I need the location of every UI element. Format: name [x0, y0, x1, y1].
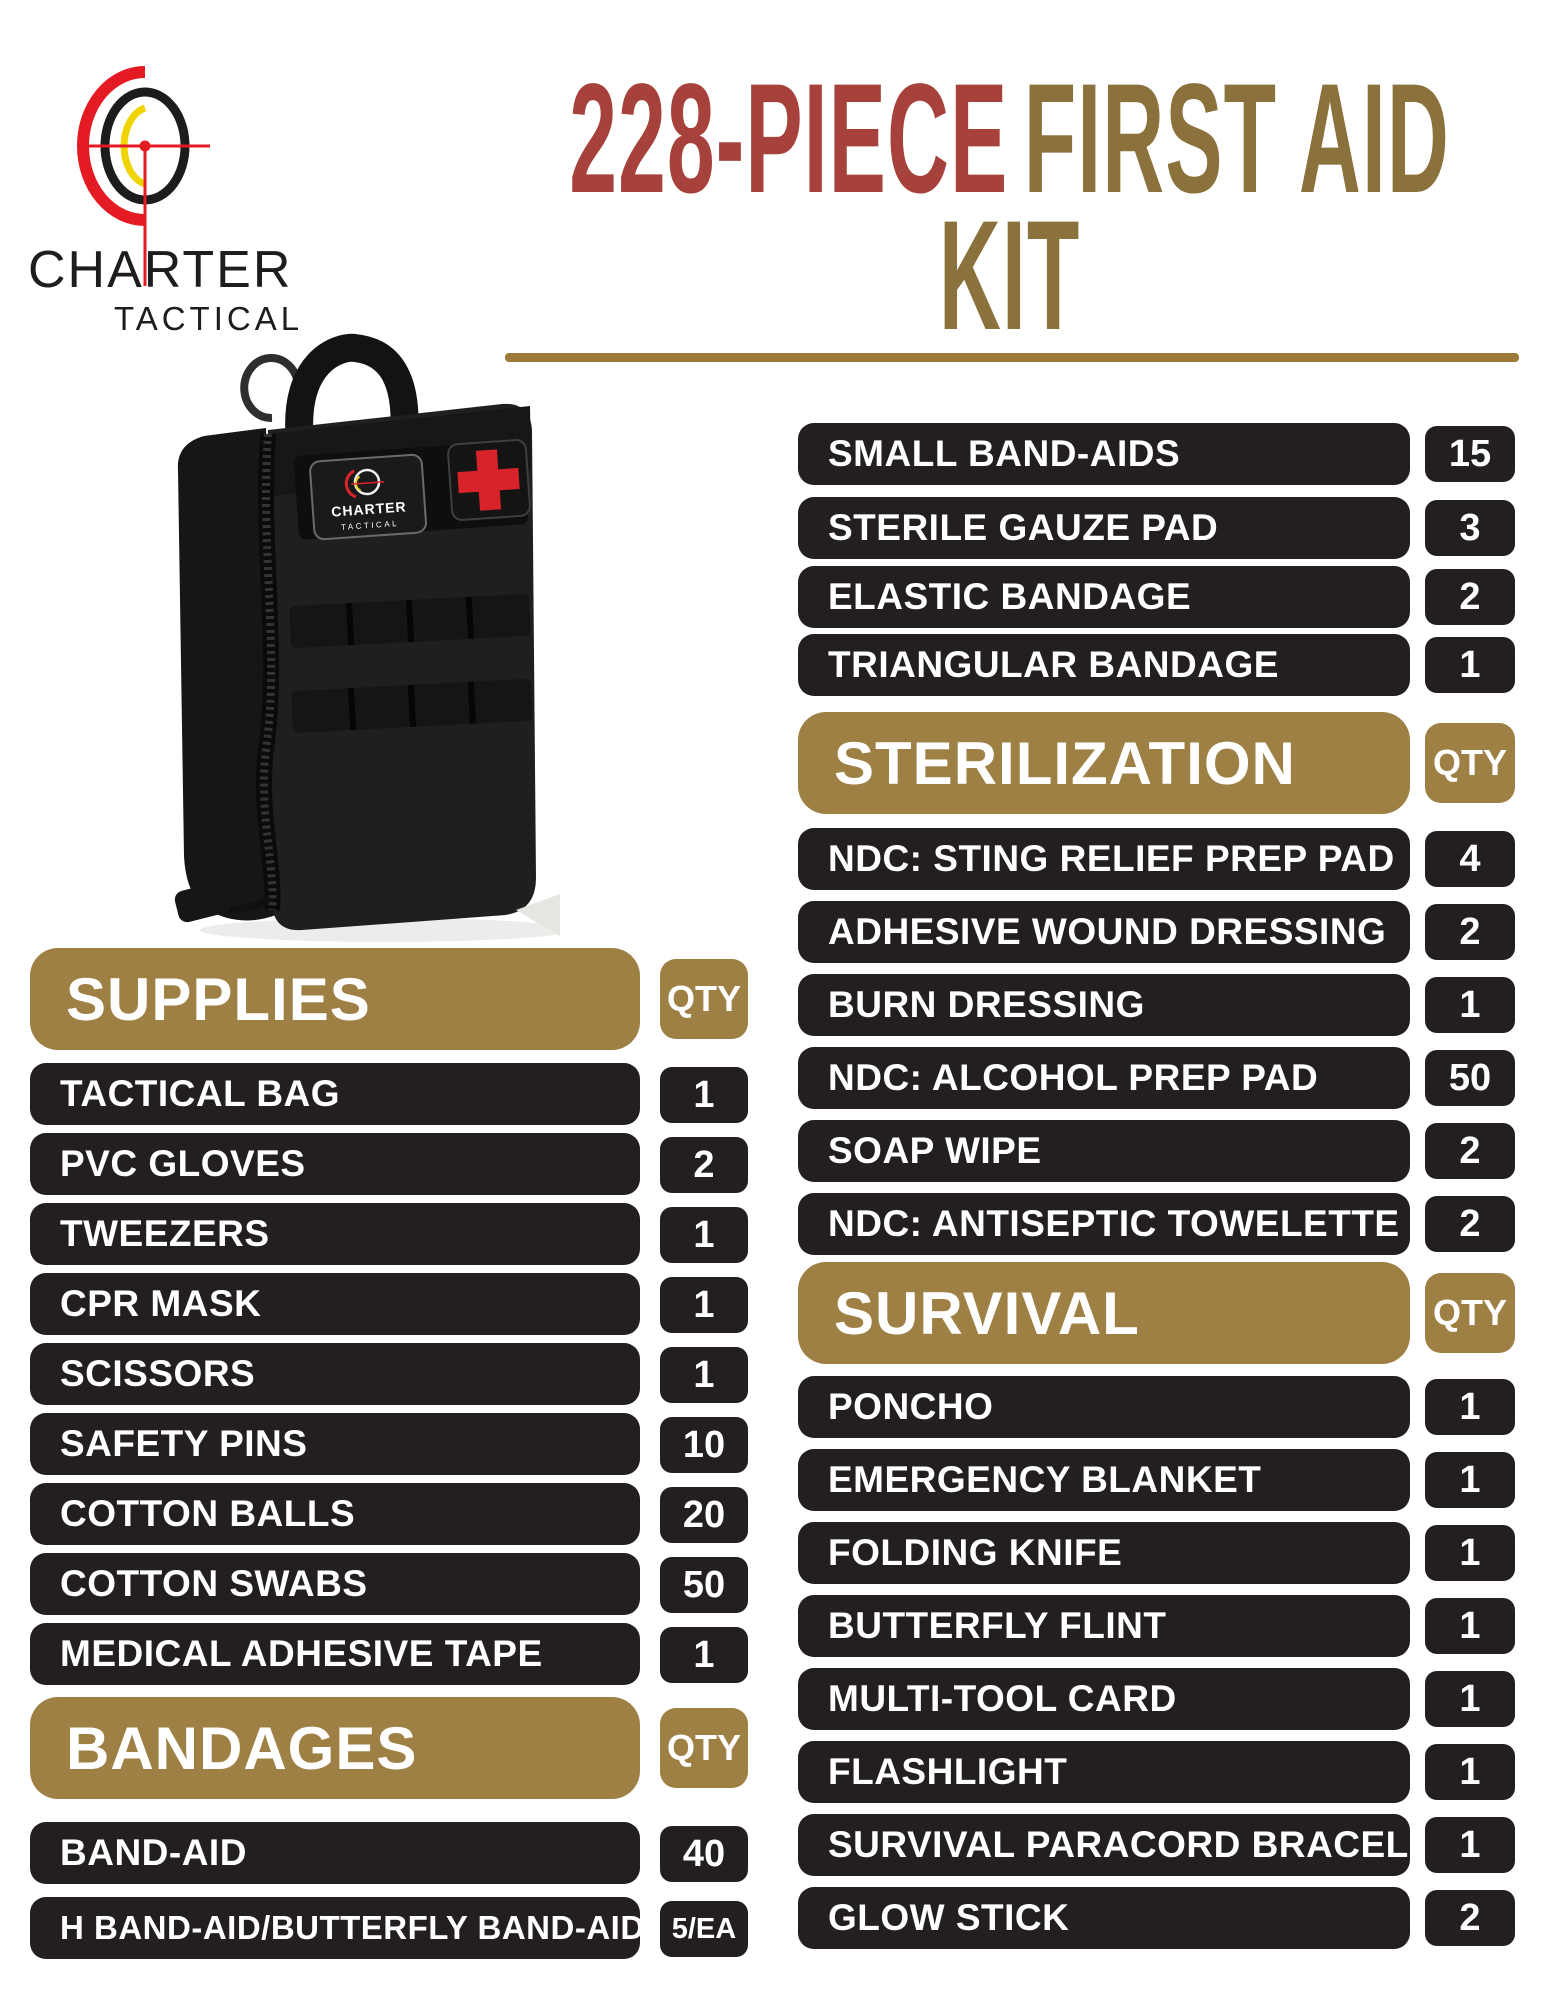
item-qty: 15 [1425, 426, 1515, 482]
list-item: ADHESIVE WOUND DRESSING [798, 901, 1410, 963]
item-qty: 2 [1425, 1890, 1515, 1946]
item-qty: 20 [660, 1487, 748, 1543]
list-item: ELASTIC BANDAGE [798, 566, 1410, 628]
brand-subname: TACTICAL [114, 300, 304, 337]
qty-column-header: QTY [660, 1708, 748, 1788]
patch-brand-text: CHARTER [331, 498, 407, 519]
list-item: NDC: ALCOHOL PREP PAD [798, 1047, 1410, 1109]
list-item: STERILE GAUZE PAD [798, 497, 1410, 559]
crosshair-logo-icon [77, 66, 210, 286]
item-qty: 1 [1425, 1525, 1515, 1581]
product-image-tactical-bag: CHARTER TACTICAL [174, 333, 560, 942]
item-qty: 1 [660, 1067, 748, 1123]
brand-patch: CHARTER TACTICAL [309, 453, 427, 541]
section-header-bandages: BANDAGES [30, 1697, 640, 1799]
patch-brand-subtext: TACTICAL [341, 519, 400, 532]
item-qty: 40 [660, 1826, 748, 1882]
list-item: TRIANGULAR BANDAGE [798, 634, 1410, 696]
list-item: SCISSORS [30, 1343, 640, 1405]
qty-column-header: QTY [660, 959, 748, 1039]
item-qty: 2 [1425, 569, 1515, 625]
item-qty: 2 [1425, 1196, 1515, 1252]
title-underline [505, 353, 1519, 362]
item-qty: 50 [1425, 1050, 1515, 1106]
title-line-2: KIT [0, 198, 1545, 354]
section-header-supplies: SUPPLIES [30, 948, 640, 1050]
item-qty: 1 [1425, 1598, 1515, 1654]
medical-cross-icon [447, 439, 531, 521]
item-qty: 1 [1425, 1671, 1515, 1727]
list-item: BURN DRESSING [798, 974, 1410, 1036]
list-item: COTTON BALLS [30, 1483, 640, 1545]
item-qty: 1 [660, 1277, 748, 1333]
list-item: GLOW STICK [798, 1887, 1410, 1949]
item-qty: 4 [1425, 831, 1515, 887]
list-item: TWEEZERS [30, 1203, 640, 1265]
qty-column-header: QTY [1425, 723, 1515, 803]
item-qty: 1 [1425, 1379, 1515, 1435]
list-item: FOLDING KNIFE [798, 1522, 1410, 1584]
list-item: PONCHO [798, 1376, 1410, 1438]
item-qty: 1 [1425, 977, 1515, 1033]
brand-name: CHARTER [28, 241, 293, 299]
item-qty: 5/EA [660, 1901, 748, 1957]
list-item: NDC: ANTISEPTIC TOWELETTE [798, 1193, 1410, 1255]
item-qty: 50 [660, 1557, 748, 1613]
list-item: BUTTERFLY FLINT [798, 1595, 1410, 1657]
list-item: COTTON SWABS [30, 1553, 640, 1615]
item-qty: 1 [660, 1627, 748, 1683]
list-item: TACTICAL BAG [30, 1063, 640, 1125]
list-item: NDC: STING RELIEF PREP PAD [798, 828, 1410, 890]
list-item: SMALL BAND-AIDS [798, 423, 1410, 485]
list-item: SAFETY PINS [30, 1413, 640, 1475]
list-item: EMERGENCY BLANKET [798, 1449, 1410, 1511]
list-item: MEDICAL ADHESIVE TAPE [30, 1623, 640, 1685]
item-qty: 1 [1425, 1744, 1515, 1800]
title-piece-count: 228-PIECE [569, 52, 1009, 226]
item-qty: 3 [1425, 500, 1515, 556]
qty-column-header: QTY [1425, 1273, 1515, 1353]
list-item: MULTI-TOOL CARD [798, 1668, 1410, 1730]
item-qty: 2 [660, 1137, 748, 1193]
item-qty: 1 [1425, 1817, 1515, 1873]
title-first-aid: FIRST AID [1024, 52, 1451, 226]
title-kit: KIT [939, 189, 1081, 363]
list-item: BAND-AID [30, 1822, 640, 1884]
list-item: SURVIVAL PARACORD BRACELET [798, 1814, 1457, 1876]
section-header-survival: SURVIVAL [798, 1262, 1410, 1364]
item-qty: 1 [1425, 1452, 1515, 1508]
item-qty: 2 [1425, 1123, 1515, 1179]
list-item: PVC GLOVES [30, 1133, 640, 1195]
item-qty: 1 [1425, 637, 1515, 693]
section-header-sterilization: STERILIZATION [798, 712, 1410, 814]
item-qty: 1 [660, 1347, 748, 1403]
list-item: CPR MASK [30, 1273, 640, 1335]
list-item: H BAND-AID/BUTTERFLY BAND-AID [30, 1897, 644, 1959]
list-item: SOAP WIPE [798, 1120, 1410, 1182]
title-line-1: 228-PIECEFIRST AID [0, 61, 1545, 217]
item-qty: 2 [1425, 904, 1515, 960]
list-item: FLASHLIGHT [798, 1741, 1410, 1803]
item-qty: 1 [660, 1207, 748, 1263]
item-qty: 10 [660, 1417, 748, 1473]
